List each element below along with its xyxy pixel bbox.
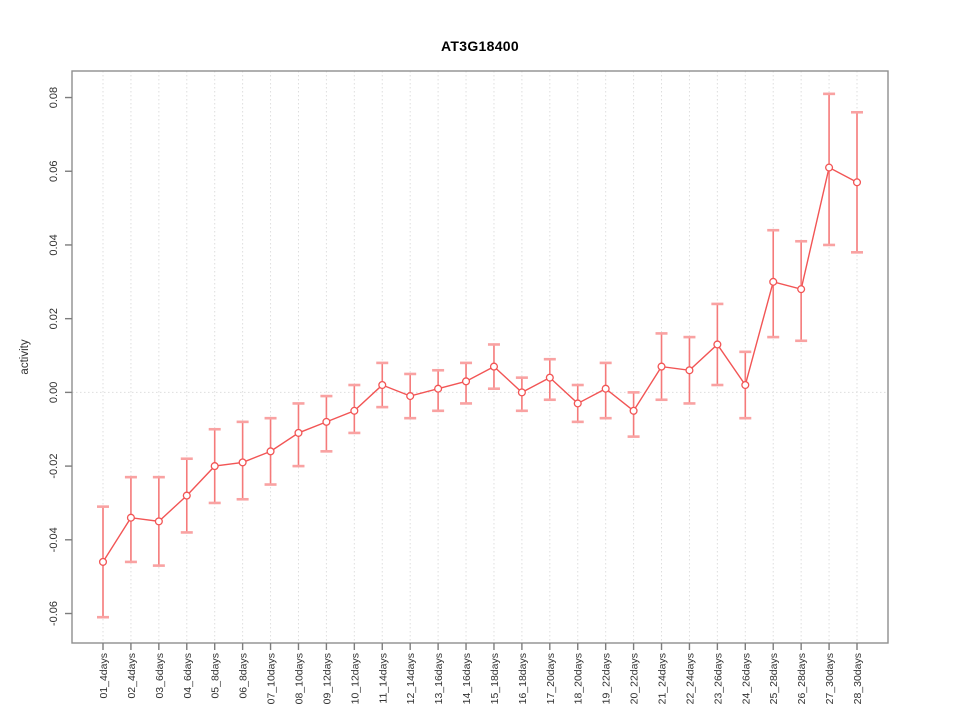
- x-tick-label: 21_24days: [657, 653, 669, 704]
- x-tick-label: 16_18days: [517, 653, 529, 704]
- y-tick-label: 0.08: [48, 87, 60, 108]
- x-tick-label: 06_8days: [238, 653, 250, 699]
- x-tick-label: 04_6days: [182, 653, 194, 699]
- y-tick-label: -0.02: [48, 454, 60, 479]
- x-tick-label: 27_30days: [824, 653, 836, 704]
- x-tick-label: 25_28days: [768, 653, 780, 704]
- x-tick-label: 20_22days: [629, 653, 641, 704]
- data-point: [350, 406, 359, 415]
- data-point: [657, 362, 666, 371]
- y-tick-label: 0.00: [48, 382, 60, 403]
- x-tick-label: 28_30days: [852, 653, 864, 704]
- y-tick-label: 0.02: [48, 308, 60, 329]
- x-tick-label: 23_26days: [712, 653, 724, 704]
- data-point: [98, 557, 108, 566]
- data-point: [461, 377, 471, 386]
- data-point: [601, 384, 610, 393]
- data-point: [126, 513, 135, 522]
- data-point: [266, 447, 275, 456]
- data-point: [741, 380, 750, 390]
- data-point: [852, 178, 862, 187]
- x-tick-label: 02_4days: [126, 653, 138, 699]
- data-point: [378, 380, 387, 390]
- x-tick-label: 09_12days: [321, 653, 333, 704]
- data-point: [545, 373, 554, 382]
- data-point: [769, 277, 778, 286]
- data-point: [797, 285, 806, 294]
- data-point: [573, 399, 582, 408]
- x-tick-label: 01_4days: [98, 653, 110, 699]
- y-tick-label: -0.06: [48, 601, 60, 626]
- x-tick-label: 15_18days: [489, 653, 501, 704]
- x-tick-label: 07_10days: [266, 653, 278, 704]
- chart-title: AT3G18400: [441, 38, 519, 54]
- data-point: [825, 163, 834, 172]
- data-point: [294, 428, 303, 437]
- data-point: [406, 392, 415, 401]
- x-tick-label: 03_6days: [154, 653, 166, 699]
- x-tick-label: 22_24days: [684, 653, 696, 704]
- data-point: [685, 366, 694, 375]
- x-tick-label: 26_28days: [796, 653, 808, 704]
- data-point: [629, 406, 638, 415]
- x-tick-label: 17_20days: [545, 653, 557, 704]
- y-tick-label: 0.04: [48, 234, 60, 255]
- x-tick-label: 24_26days: [740, 653, 752, 704]
- data-point: [517, 388, 526, 397]
- data-point: [154, 517, 163, 526]
- y-tick-label: 0.06: [48, 161, 60, 182]
- data-point: [489, 362, 499, 371]
- x-tick-label: 13_16days: [433, 653, 445, 704]
- x-tick-label: 18_20days: [573, 653, 585, 704]
- y-tick-label: -0.04: [48, 527, 60, 552]
- x-tick-label: 12_14days: [405, 653, 417, 704]
- series-line: [102, 166, 858, 563]
- data-point: [182, 491, 191, 500]
- data-point: [322, 417, 331, 426]
- x-tick-label: 11_14days: [377, 653, 389, 704]
- x-tick-label: 08_10days: [293, 653, 305, 704]
- data-point: [713, 340, 722, 349]
- data-point: [434, 384, 443, 393]
- data-point: [238, 458, 247, 467]
- x-tick-label: 10_12days: [349, 653, 361, 704]
- x-tick-label: 05_8days: [210, 653, 222, 699]
- x-tick-label: 19_22days: [601, 653, 613, 704]
- plot-border: [71, 70, 889, 644]
- data-point: [210, 462, 219, 471]
- x-tick-label: 14_16days: [461, 653, 473, 704]
